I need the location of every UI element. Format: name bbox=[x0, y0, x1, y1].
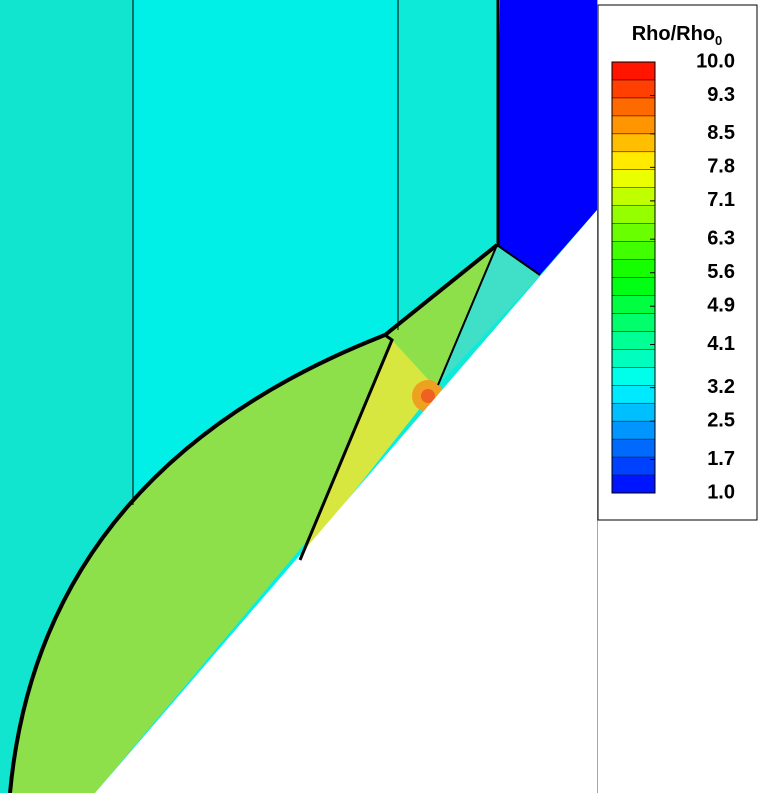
colorbar-tick-label: 5.6 bbox=[707, 261, 735, 283]
colorbar-band bbox=[612, 421, 655, 440]
colorbar-tick-label: 2.5 bbox=[707, 409, 735, 431]
colorbar-tick-label: 1.7 bbox=[707, 448, 735, 470]
shock bbox=[298, 333, 394, 561]
colorbar-band bbox=[612, 403, 655, 422]
wedge bbox=[95, 210, 597, 793]
region bbox=[300, 340, 436, 560]
colorbar-title-subscript: 0 bbox=[715, 33, 722, 48]
flow-field bbox=[0, 0, 598, 793]
colorbar-band bbox=[612, 97, 655, 117]
colorbar-tick-label: 7.8 bbox=[707, 156, 735, 178]
colorbar-band bbox=[612, 62, 655, 81]
colorbar-band bbox=[612, 385, 655, 404]
colorbar-band bbox=[612, 133, 655, 153]
colorbar-band bbox=[612, 241, 655, 261]
colorbar-band bbox=[612, 259, 655, 278]
colorbar-title-text: Rho/Rho bbox=[632, 23, 715, 45]
colorbar-band bbox=[612, 457, 655, 476]
colorbar-tick-label: 8.5 bbox=[707, 122, 735, 144]
region bbox=[497, 0, 597, 275]
colorbar-band bbox=[612, 349, 655, 368]
colorbar-tick-label: 1.0 bbox=[707, 481, 735, 503]
colorbar-band bbox=[612, 187, 655, 207]
shock bbox=[8, 243, 499, 793]
colorbar-tick-label: 6.3 bbox=[707, 227, 735, 249]
colorbar-band bbox=[612, 439, 655, 458]
colorbar-band bbox=[612, 223, 655, 243]
colorbar-band bbox=[612, 277, 655, 296]
colorbar-tick-label: 4.1 bbox=[707, 333, 735, 355]
colorbar-tick-label: 9.3 bbox=[707, 84, 735, 106]
colorbar-band bbox=[612, 151, 655, 171]
colorbar-tick-label: 10.0 bbox=[696, 50, 735, 72]
colorbar-band bbox=[612, 169, 655, 189]
colorbar-band bbox=[612, 313, 655, 332]
colorbar-band bbox=[612, 295, 655, 314]
colorbar-frame bbox=[611, 61, 656, 494]
colorbar-tick-label: 7.1 bbox=[707, 189, 735, 211]
colorbar-band bbox=[612, 205, 655, 225]
colorbar-band bbox=[612, 367, 655, 386]
region bbox=[438, 245, 540, 385]
colorbar-tick-label: 4.9 bbox=[707, 295, 735, 317]
colorbar-band bbox=[612, 79, 655, 99]
colorbar-tick-label: 3.2 bbox=[707, 376, 735, 398]
colorbar-band bbox=[612, 475, 655, 494]
colorbar-title: Rho/Rho0 bbox=[632, 23, 723, 48]
colorbar-band bbox=[612, 115, 655, 135]
region bbox=[421, 389, 435, 403]
colorbar-band bbox=[612, 331, 655, 350]
shock bbox=[437, 244, 541, 386]
